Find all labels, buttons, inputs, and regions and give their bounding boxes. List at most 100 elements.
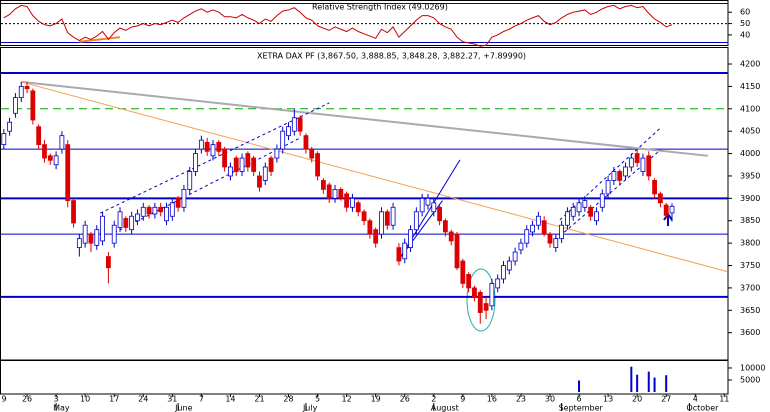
candle-body xyxy=(315,153,320,177)
candle-body xyxy=(483,303,489,311)
candle-body xyxy=(71,200,76,224)
candle-body xyxy=(42,144,47,159)
candle-body xyxy=(338,188,344,199)
x-tick-label: 12 xyxy=(342,395,352,404)
x-tick-label: 19 xyxy=(371,395,381,404)
candle-body xyxy=(594,211,599,222)
month-label: June xyxy=(174,404,193,412)
y-tick-label: 3600 xyxy=(740,328,760,337)
highlight-ellipse xyxy=(466,268,496,332)
candle-body xyxy=(512,251,518,262)
y-tick-label: 4150 xyxy=(740,82,760,91)
volume-bar xyxy=(653,377,656,392)
trendline xyxy=(21,81,728,273)
candle-body xyxy=(559,224,565,240)
volume-bar xyxy=(636,374,639,392)
candle-body xyxy=(82,224,88,244)
volume-bar xyxy=(647,371,650,392)
candle-body xyxy=(506,260,512,271)
candle-body xyxy=(36,126,42,146)
y-tick-label: 3750 xyxy=(740,261,760,270)
x-tick-label: 17 xyxy=(109,395,119,404)
x-tick-label: 9 xyxy=(460,395,465,404)
panel-title: XETRA DAX PF (3,867.50, 3,888.85, 3,848.… xyxy=(257,52,526,61)
trendline xyxy=(21,80,709,157)
candle-body xyxy=(117,211,123,228)
candle-body xyxy=(541,220,547,235)
candle-body xyxy=(175,197,181,208)
candle-body xyxy=(460,260,466,284)
x-tick-label: 26 xyxy=(22,395,32,404)
candle-body xyxy=(454,233,460,269)
candle-body xyxy=(204,141,210,152)
candle-body xyxy=(76,238,82,249)
candle-body xyxy=(53,155,59,166)
candle-body xyxy=(431,202,437,213)
candle-body xyxy=(477,291,483,313)
candle-body xyxy=(297,117,303,132)
x-tick-label: 21 xyxy=(254,395,264,404)
y-tick-label: 3950 xyxy=(740,171,760,180)
x-tick-label: 3 xyxy=(54,395,59,404)
candle-body xyxy=(88,233,94,244)
x-tick-label: 13 xyxy=(603,395,613,404)
x-tick-label: 2 xyxy=(431,395,436,404)
candle-body xyxy=(530,224,535,233)
plot-layer: XETRA DAX PF (3,867.50, 3,888.85, 3,848.… xyxy=(1,3,765,412)
candle-body xyxy=(309,148,315,159)
x-tick-label: 4 xyxy=(693,395,698,404)
x-tick-label: 7 xyxy=(199,395,204,404)
candle-body xyxy=(425,197,431,206)
candle-body xyxy=(239,157,245,172)
candle-body xyxy=(489,283,495,307)
x-tick-label: 16 xyxy=(487,395,497,404)
candle-body xyxy=(588,206,594,217)
candle-body xyxy=(262,166,268,181)
candle-body xyxy=(373,229,379,244)
candle-body xyxy=(355,202,361,213)
candle-body xyxy=(390,206,396,226)
candle-body xyxy=(599,193,605,208)
candle-body xyxy=(169,202,175,217)
candle-body xyxy=(129,215,135,231)
candle-body xyxy=(140,206,146,217)
candle-body xyxy=(350,197,355,208)
candle-body xyxy=(135,213,140,222)
candle-body xyxy=(65,144,71,201)
candle-body xyxy=(233,157,239,172)
candle-body xyxy=(663,204,669,216)
candle-body xyxy=(7,121,13,132)
candle-body xyxy=(198,139,204,150)
candle-body xyxy=(100,215,105,242)
x-tick-label: 6 xyxy=(576,395,581,404)
candle-body xyxy=(18,86,24,98)
candle-body xyxy=(228,166,233,177)
candle-body xyxy=(245,153,251,168)
y-tick-label: 4100 xyxy=(740,104,760,113)
candle-body xyxy=(367,220,373,235)
y-tick-label: 4050 xyxy=(740,127,760,136)
y-tick-label: 5000 xyxy=(740,375,760,384)
panel-title: Relative Strength Index (49.0269) xyxy=(312,3,448,12)
candle-body xyxy=(303,135,309,150)
y-tick-label: 3700 xyxy=(740,283,760,292)
month-label: May xyxy=(53,404,70,412)
candle-body xyxy=(268,157,274,172)
candle-body xyxy=(419,197,425,213)
candle-body xyxy=(576,202,582,213)
candle-body xyxy=(501,265,506,280)
y-tick-label: 3900 xyxy=(740,194,760,203)
candle-body xyxy=(605,180,611,195)
x-tick-label: 23 xyxy=(516,395,526,404)
trendline xyxy=(113,137,301,234)
candle-body xyxy=(59,135,65,150)
candle-body xyxy=(216,141,222,152)
candle-body xyxy=(111,224,117,244)
candle-body xyxy=(286,126,291,137)
candle-body xyxy=(193,153,198,172)
candle-body xyxy=(611,171,617,181)
y-tick-label: 3850 xyxy=(740,216,760,225)
rsi-panel-frame xyxy=(0,0,729,46)
candle-body xyxy=(472,287,477,298)
